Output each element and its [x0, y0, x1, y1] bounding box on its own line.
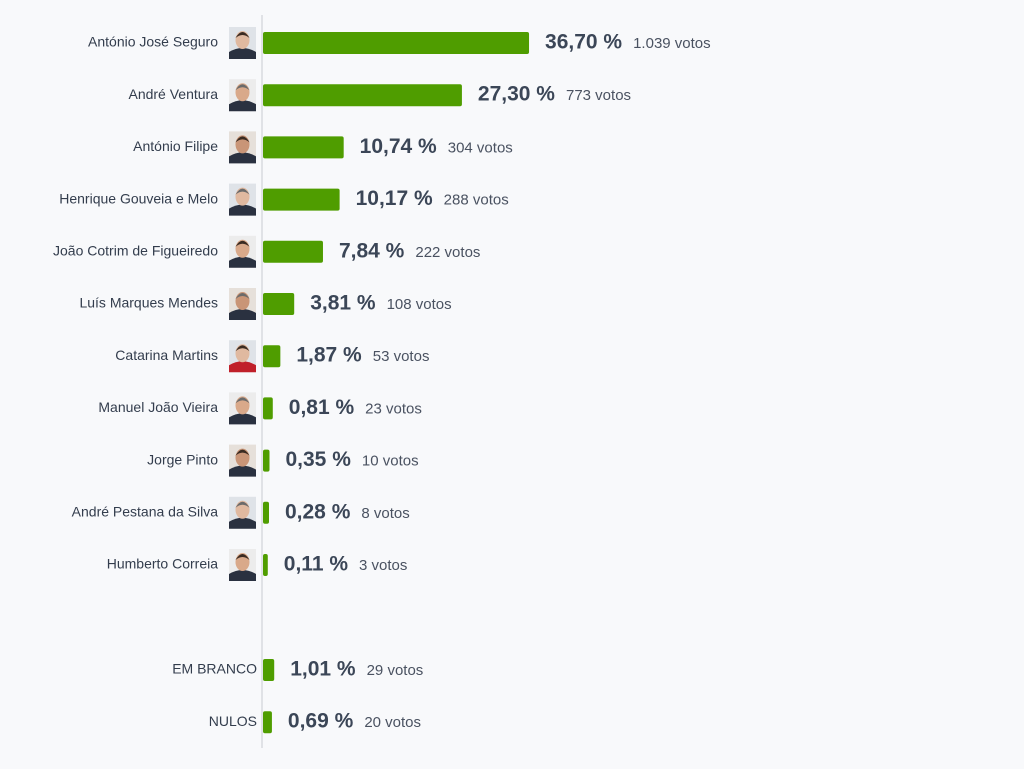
- bar: [263, 240, 323, 263]
- category-label: Jorge Pinto: [147, 451, 218, 467]
- votes-label: 304 votos: [448, 139, 513, 156]
- category-label: André Ventura: [128, 86, 218, 102]
- category-label: Catarina Martins: [115, 347, 218, 363]
- bar: [263, 136, 344, 159]
- value-label: 10,74 %: [360, 135, 437, 158]
- photo-hair: [235, 397, 250, 404]
- bar: [263, 711, 272, 734]
- photo-body: [229, 570, 256, 581]
- category-label: Humberto Correia: [107, 556, 218, 572]
- votes-label: 222 votos: [415, 244, 480, 261]
- photo-body: [229, 465, 256, 477]
- candidate-photo: [229, 392, 256, 425]
- value-label: 7,84 %: [339, 239, 405, 262]
- photo-hair: [235, 188, 250, 195]
- bar: [263, 449, 270, 472]
- value-label: 36,70 %: [545, 31, 622, 54]
- category-label: André Pestana da Silva: [72, 504, 219, 520]
- bar: [263, 32, 530, 54]
- photo-hair: [235, 345, 250, 352]
- bar: [263, 345, 281, 368]
- value-label: 3,81 %: [310, 292, 376, 315]
- photo-hair: [235, 501, 250, 508]
- votes-label: 3 votos: [359, 557, 407, 574]
- value-label: 1,87 %: [296, 344, 362, 367]
- photo-body: [229, 309, 256, 320]
- value-label: 0,69 %: [288, 710, 354, 733]
- candidate-photo: [229, 340, 256, 373]
- bar: [263, 293, 295, 315]
- bar: [263, 554, 268, 576]
- votes-label: 29 votos: [367, 662, 424, 679]
- candidate-photo: [229, 131, 256, 164]
- candidate-photo: [229, 496, 256, 529]
- photo-hair: [235, 32, 250, 38]
- photo-body: [229, 361, 256, 373]
- photo-hair: [235, 84, 250, 91]
- photo-hair: [235, 554, 250, 560]
- candidate-photo: [229, 79, 256, 112]
- value-label: 0,81 %: [289, 396, 355, 419]
- value-label: 0,11 %: [284, 553, 349, 576]
- bar: [263, 397, 273, 420]
- bar: [263, 501, 269, 524]
- votes-label: 1.039 votos: [633, 35, 711, 52]
- photo-body: [229, 48, 256, 59]
- category-label: Luís Marques Mendes: [79, 295, 218, 311]
- votes-label: 10 votos: [362, 453, 419, 470]
- photo-body: [229, 100, 256, 112]
- bar: [263, 188, 340, 211]
- category-label: António Filipe: [133, 138, 218, 154]
- category-label: Henrique Gouveia e Melo: [59, 190, 218, 206]
- photo-hair: [235, 449, 250, 456]
- votes-label: 108 votos: [387, 296, 452, 313]
- photo-body: [229, 413, 256, 425]
- photo-hair: [235, 293, 250, 299]
- candidate-photo: [229, 549, 256, 581]
- photo-body: [229, 152, 256, 164]
- votes-label: 20 votos: [364, 714, 421, 731]
- bar: [263, 84, 462, 107]
- photo-hair: [235, 136, 250, 143]
- votes-label: 773 votos: [566, 87, 631, 104]
- photo-body: [229, 256, 256, 268]
- photo-body: [229, 517, 256, 529]
- votes-label: 288 votos: [444, 192, 509, 209]
- category-label: António José Seguro: [88, 34, 218, 50]
- value-label: 0,35 %: [285, 448, 351, 471]
- candidate-photo: [229, 288, 256, 320]
- candidate-photo: [229, 444, 256, 477]
- value-label: 1,01 %: [290, 658, 356, 681]
- value-label: 27,30 %: [478, 83, 555, 106]
- value-label: 10,17 %: [356, 187, 433, 210]
- category-label: Manuel João Vieira: [98, 399, 218, 415]
- category-label: João Cotrim de Figueiredo: [53, 243, 218, 259]
- category-label: EM BRANCO: [172, 661, 257, 677]
- photo-hair: [235, 240, 250, 247]
- candidate-photo: [229, 27, 256, 59]
- votes-label: 23 votos: [365, 400, 422, 417]
- candidate-photo: [229, 235, 256, 268]
- photo-body: [229, 204, 256, 216]
- bar: [263, 659, 275, 681]
- votes-label: 53 votos: [373, 348, 430, 365]
- votes-label: 8 votos: [361, 505, 409, 522]
- value-label: 0,28 %: [285, 500, 351, 523]
- candidate-photo: [229, 183, 256, 216]
- category-label: NULOS: [209, 713, 257, 729]
